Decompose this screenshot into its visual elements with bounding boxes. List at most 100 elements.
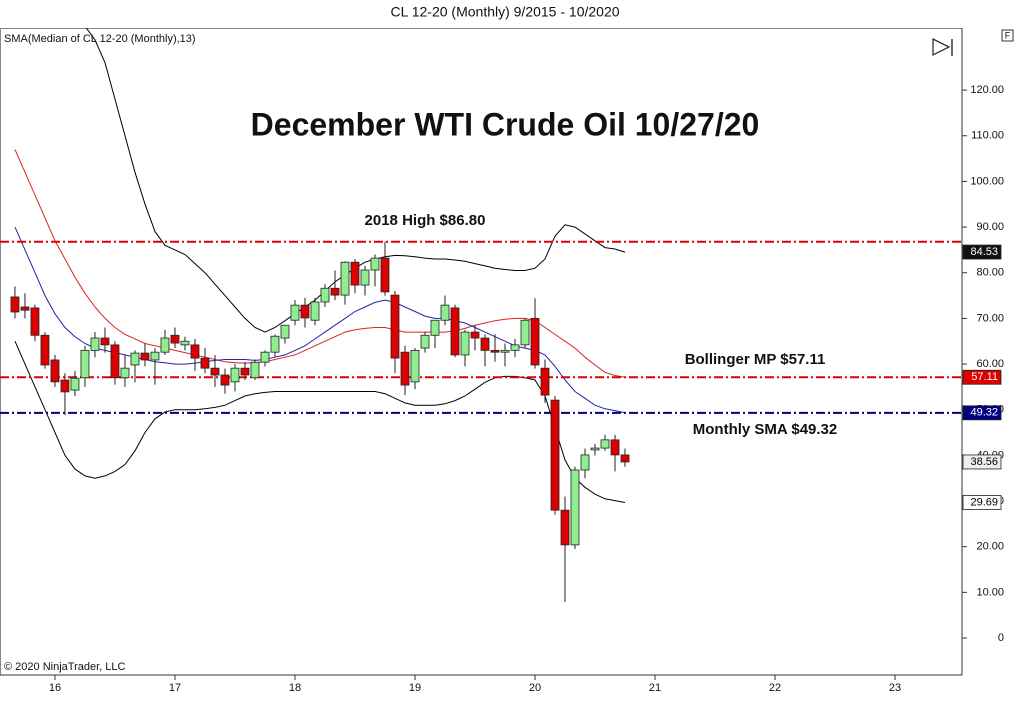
candle-body — [110, 344, 120, 379]
candle-body — [220, 374, 230, 386]
candle-body — [100, 337, 110, 346]
candle-body — [140, 352, 150, 361]
y-tick-label: 80.00 — [976, 267, 1004, 279]
play-triangle[interactable] — [932, 37, 951, 57]
candle-body — [310, 301, 320, 321]
candle-body — [370, 257, 380, 271]
y-tick-label: 0 — [998, 632, 1004, 644]
candle-body — [400, 351, 410, 386]
candle-body — [200, 357, 210, 369]
candle-body — [50, 359, 60, 383]
candle-body — [240, 367, 250, 376]
candle-body — [290, 304, 300, 321]
x-tick-label: 21 — [649, 682, 661, 694]
candle-body — [270, 335, 280, 353]
candle-body — [340, 261, 350, 296]
y-tick-label: 100.00 — [970, 175, 1004, 187]
candle-body — [40, 334, 50, 366]
candle-body — [350, 261, 360, 286]
indicator-line — [14, 149, 626, 378]
price-marker — [962, 495, 1002, 510]
y-tick-label: 110.00 — [971, 130, 1004, 142]
x-tick-label: 19 — [409, 682, 421, 694]
candle-body — [170, 334, 180, 344]
y-tick-label: 10.00 — [976, 586, 1004, 598]
candle-body — [300, 304, 310, 319]
candle-body — [520, 319, 530, 346]
candle-body — [360, 269, 370, 286]
candle-body — [250, 361, 260, 379]
candle-body — [500, 349, 510, 353]
candle-body — [490, 349, 500, 353]
candle-body — [510, 344, 520, 351]
annotation: Bollinger MP $57.11 — [685, 351, 826, 368]
annotation: 2018 High $86.80 — [365, 212, 486, 229]
candle-body — [190, 344, 200, 359]
price-marker-label: 29.69 — [970, 496, 998, 508]
candle-body — [460, 331, 470, 356]
candle-body — [480, 337, 490, 351]
y-tick-label: 70.00 — [976, 312, 1004, 324]
candle-body — [430, 319, 440, 336]
play-icon[interactable] — [932, 37, 953, 57]
corner-label[interactable]: F — [1005, 30, 1011, 40]
candle-body — [580, 454, 590, 471]
candle-body — [60, 379, 70, 393]
corner-box[interactable] — [1001, 29, 1014, 42]
candle-body — [530, 317, 540, 366]
candle-body — [120, 367, 130, 379]
price-marker — [962, 244, 1002, 260]
candle-body — [150, 351, 160, 361]
candle-body — [560, 509, 570, 546]
candle-body — [440, 304, 450, 321]
x-tick-label: 23 — [889, 682, 901, 694]
candle-body — [390, 294, 400, 359]
indicator-label: SMA(Median of CL 12-20 (Monthly),13) — [4, 33, 196, 45]
y-tick-label: 90.00 — [976, 221, 1004, 233]
annotation: Monthly SMA $49.32 — [693, 421, 837, 438]
candle-body — [280, 324, 290, 339]
x-tick-label: 22 — [769, 682, 781, 694]
candle-body — [330, 287, 340, 296]
candle-body — [180, 340, 190, 346]
price-marker-label: 49.32 — [970, 407, 998, 419]
price-marker-label: 57.11 — [971, 371, 998, 383]
candle-body — [210, 367, 220, 376]
candle-body — [10, 296, 20, 313]
candle-body — [620, 454, 630, 463]
x-tick-label: 16 — [49, 682, 61, 694]
candle-body — [380, 257, 390, 293]
candle-body — [230, 367, 240, 383]
price-marker-label: 84.53 — [970, 246, 998, 258]
copyright: © 2020 NinjaTrader, LLC — [4, 661, 125, 673]
y-tick-label: 20.00 — [976, 541, 1004, 553]
candle-body — [160, 337, 170, 353]
x-tick-label: 18 — [289, 682, 301, 694]
candle-body — [550, 399, 560, 511]
price-marker — [962, 369, 1002, 385]
candle-body — [610, 439, 620, 456]
candle-body — [90, 337, 100, 351]
candle-body — [570, 469, 580, 546]
candle-body — [260, 351, 270, 363]
price-marker — [962, 454, 1002, 470]
candle-body — [470, 331, 480, 339]
header: CL 12-20 (Monthly) 9/2015 - 10/2020 — [390, 4, 619, 20]
y-tick-label: 60.00 — [976, 358, 1004, 370]
candle-body — [130, 352, 140, 366]
candle-body — [410, 349, 420, 383]
y-tick-label: 120.00 — [970, 84, 1004, 96]
price-marker — [962, 405, 1002, 421]
candle-body — [590, 447, 600, 451]
candle-body — [540, 367, 550, 396]
candle-body — [420, 334, 430, 349]
candle-body — [70, 377, 80, 391]
candle-body — [450, 307, 460, 356]
candle-body — [80, 349, 90, 379]
x-tick-label: 20 — [529, 682, 541, 694]
x-tick-label: 17 — [169, 682, 181, 694]
price-marker-label: 38.56 — [970, 456, 998, 468]
candle-body — [30, 307, 40, 336]
